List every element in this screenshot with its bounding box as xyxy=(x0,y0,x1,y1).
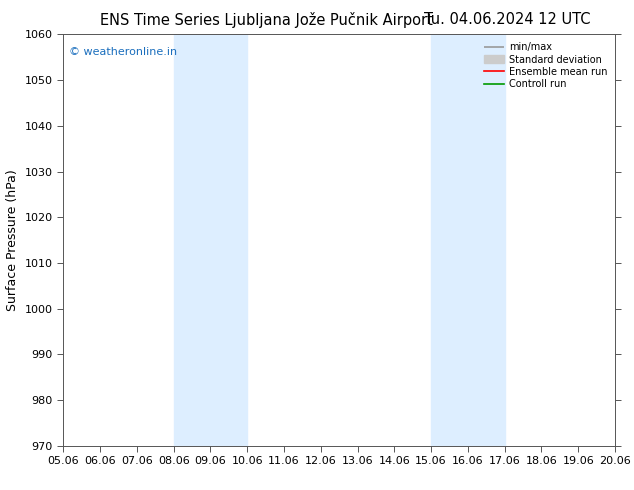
Text: © weatheronline.in: © weatheronline.in xyxy=(69,47,177,57)
Bar xyxy=(174,34,247,446)
Text: ENS Time Series Ljubljana Jože Pučnik Airport: ENS Time Series Ljubljana Jože Pučnik Ai… xyxy=(100,12,433,28)
Text: Tu. 04.06.2024 12 UTC: Tu. 04.06.2024 12 UTC xyxy=(424,12,590,27)
Y-axis label: Surface Pressure (hPa): Surface Pressure (hPa) xyxy=(6,169,19,311)
Bar xyxy=(431,34,505,446)
Legend: min/max, Standard deviation, Ensemble mean run, Controll run: min/max, Standard deviation, Ensemble me… xyxy=(481,39,610,92)
